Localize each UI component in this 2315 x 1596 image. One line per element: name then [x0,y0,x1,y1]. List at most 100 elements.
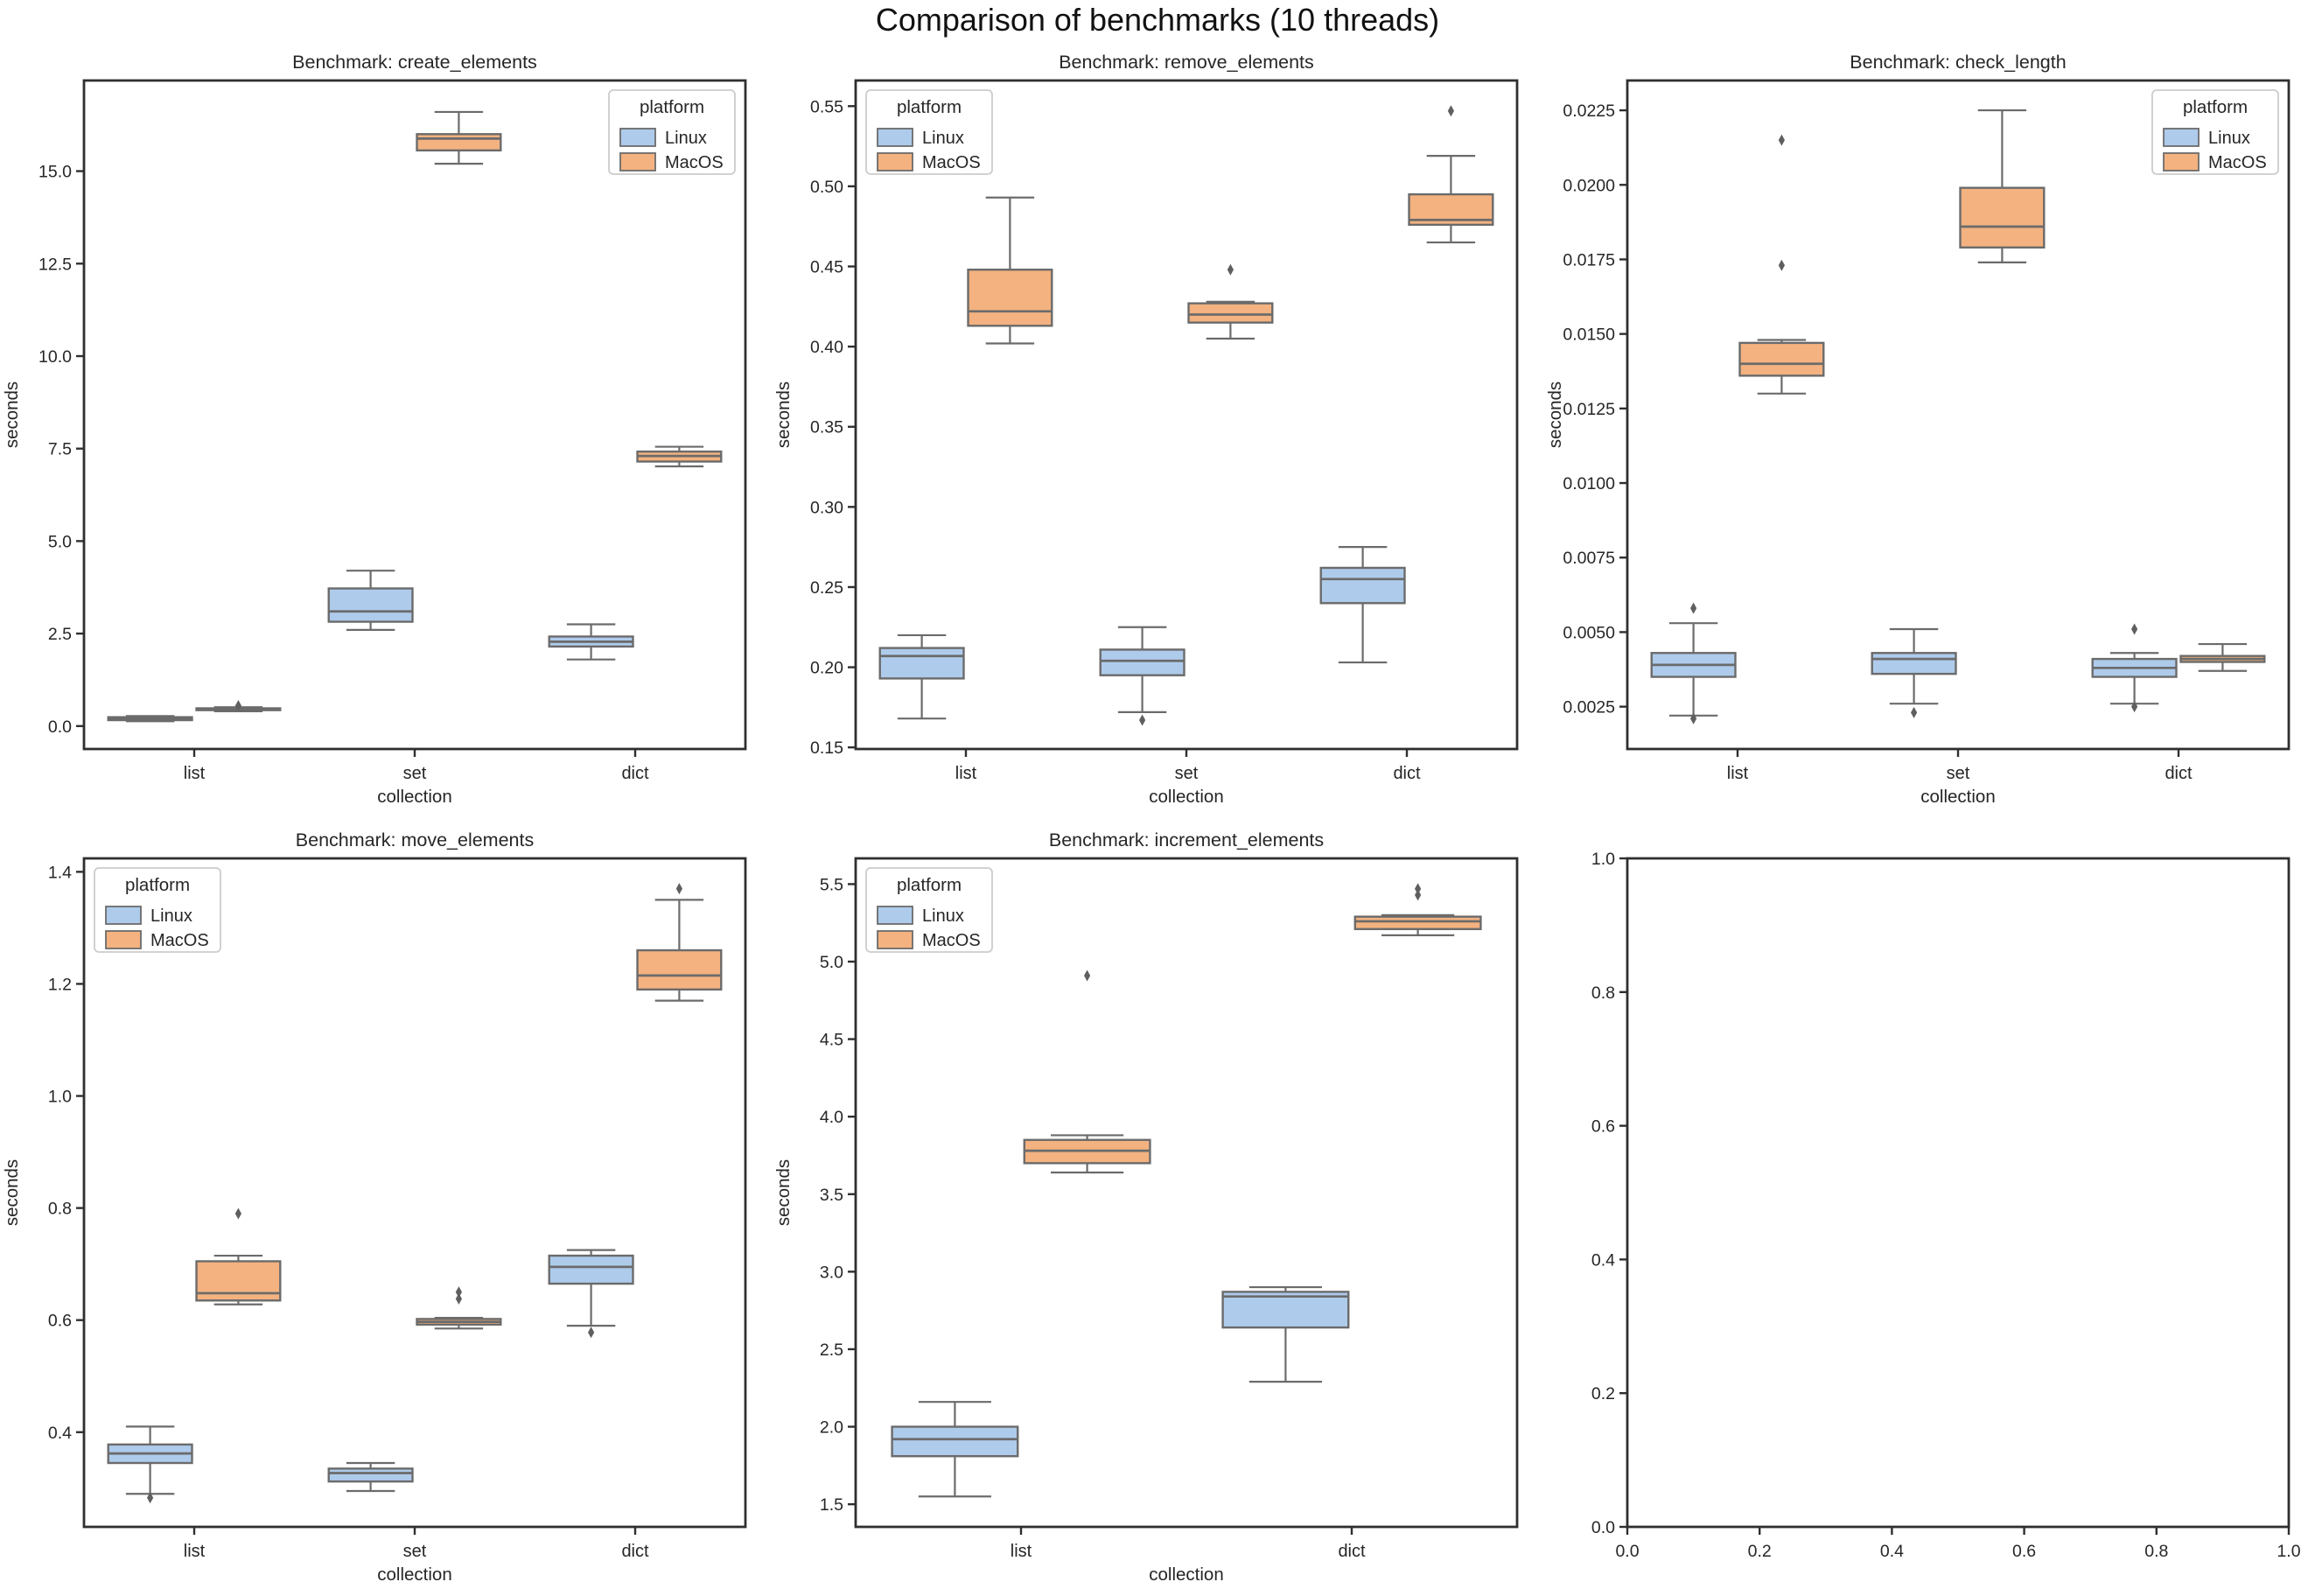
y-tick-label: 0.6 [48,1312,72,1331]
legend-swatch-linux [105,906,142,925]
subplot-canvas-remove_elements: Benchmark: remove_elements 0.15 0.20 0.25 0.… [773,52,1519,807]
legend-label-linux: Linux [922,129,964,148]
y-tick-label: 0.0050 [1563,623,1615,642]
iqr-box [891,1425,1019,1458]
outlier-marker [1227,263,1234,276]
y-tick-label: 0.0200 [1563,176,1615,195]
outlier-marker [1084,970,1091,982]
iqr-box [1099,648,1185,676]
axes-frame [854,79,1519,751]
legend-label-macos: MacOS [150,931,209,950]
x-tick-label: set [1947,764,1970,783]
legend-label-macos: MacOS [665,153,724,172]
y-tick-label: 5.5 [820,875,843,894]
x-tick-label: dict [621,764,649,783]
outlier-marker [234,700,241,712]
boxplot-dict-macos [636,883,723,1002]
y-tick-label: 1.5 [820,1495,843,1515]
y-tick-label: 0.0 [1591,1518,1615,1537]
outlier-marker [234,1208,241,1220]
outlier-marker [1690,602,1697,614]
y-tick-label: 0.0150 [1563,326,1615,345]
legend: platform Linux MacOS [865,867,993,953]
boxplot-dict-macos [1408,105,1494,244]
x-tick-label: dict [1338,1542,1366,1561]
outlier-marker [1911,706,1918,718]
legend-label-macos: MacOS [922,153,981,172]
y-tick-label: 0.8 [48,1200,72,1219]
iqr-box [548,1254,634,1285]
outlier-marker [455,1286,462,1298]
outlier-marker [1778,259,1785,271]
y-tick-label: 15.0 [38,163,72,182]
legend-title: platform [897,97,962,117]
y-tick-label: 0.4 [48,1424,72,1443]
x-tick-label: list [1011,1542,1032,1561]
outlier-marker [1139,714,1146,726]
axes-frame [1626,857,2291,1529]
legend: platform Linux MacOS [2151,89,2279,175]
y-tick-label: 1.0 [1591,850,1615,869]
y-tick-label: 4.5 [820,1031,843,1050]
subplot-increment-elements: Benchmark: increment_elements 1.5 2.0 2.5 3.… [772,819,1543,1592]
axes-frame [82,79,747,751]
x-axis-label: collection [1149,1564,1223,1585]
y-tick-label: 10.0 [38,347,72,367]
x-tick-label: dict [2165,764,2193,783]
boxplot-set-linux [327,570,414,631]
outlier-marker [2131,623,2138,635]
boxplot-dict-linux [548,1249,634,1339]
boxplot-list-linux [107,1425,193,1504]
y-tick-label: 2.0 [820,1418,843,1438]
outlier-marker [588,1326,595,1339]
y-tick-label: 0.8 [1591,984,1615,1003]
boxplot-list-macos [967,196,1053,345]
legend-label-linux: Linux [665,129,707,148]
y-tick-label: 2.5 [48,625,72,644]
y-axis-label: seconds [773,382,794,448]
legend-title: platform [897,875,962,895]
axes-frame [854,857,1519,1529]
x-tick-label: 0.8 [2144,1542,2168,1561]
iqr-box [1959,186,2046,249]
subplot-canvas-check_length: Benchmark: check_length 0.0025 0.0050 0.007… [1545,52,2291,807]
y-tick-label: 0.55 [810,97,843,116]
boxplot-list-macos [1023,970,1151,1174]
boxplot-set-linux [1871,627,1957,718]
iqr-box [1738,341,1825,377]
y-tick-label: 0.0225 [1563,102,1615,121]
boxplot-list-linux [107,715,193,723]
boxplot-set-macos [1187,263,1274,340]
boxplot-set-macos [416,110,502,165]
legend-swatch-macos [2163,152,2200,172]
x-tick-label: 0.2 [1748,1542,1772,1561]
legend: platform Linux MacOS [94,867,221,953]
x-axis-label: collection [1149,787,1223,807]
x-tick-label: set [403,1542,427,1561]
subplot-title: Benchmark: check_length [1850,52,2066,73]
iqr-box [1871,652,1957,676]
y-tick-label: 0.0100 [1563,474,1615,494]
subplot-create-elements: Benchmark: create_elements 0.0 2.5 5.0 7.5 10… [0,41,772,815]
legend-label-macos: MacOS [922,931,981,950]
x-tick-label: dict [621,1542,649,1561]
y-tick-label: 0.25 [810,578,843,598]
x-tick-label: 0.6 [2012,1542,2036,1561]
subplot-title: Benchmark: move_elements [296,830,534,850]
boxplot-set-linux [1099,626,1185,726]
boxplot-list-linux [891,1401,1019,1498]
subplot-remove-elements: Benchmark: remove_elements 0.15 0.20 0.25 0.… [772,41,1543,815]
boxplot-dict-linux [1319,546,1406,664]
y-tick-label: 0.20 [810,659,843,678]
y-axis-label: seconds [1545,382,1565,448]
subplot-canvas-increment_elements: Benchmark: increment_elements 1.5 2.0 2.5 3.… [773,830,1519,1585]
legend-label-macos: MacOS [2208,153,2267,172]
axes-frame [82,857,747,1529]
y-axis-label: seconds [2,382,22,448]
axes-frame [1626,79,2291,751]
boxplot-set-macos [1959,108,2046,263]
y-tick-label: 0.30 [810,498,843,517]
legend-label-linux: Linux [2208,129,2250,148]
x-tick-label: list [184,1542,206,1561]
